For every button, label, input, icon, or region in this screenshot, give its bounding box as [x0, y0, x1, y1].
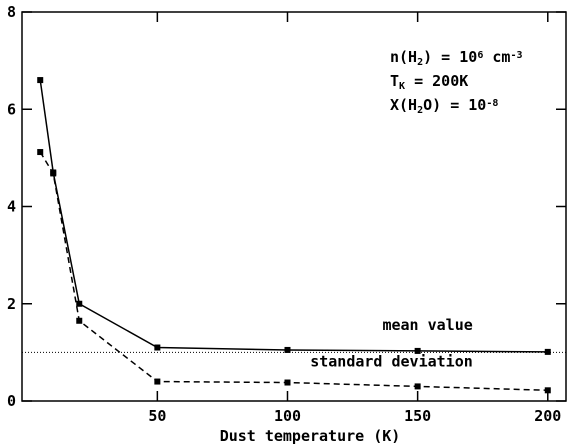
- annotation-part: O) = 10: [423, 96, 486, 114]
- annotation: TK = 200K: [390, 72, 468, 92]
- data-point: [414, 347, 421, 354]
- annotation: n(H2) = 106 cm-3: [390, 48, 522, 68]
- annotation-part: ) = 10: [423, 48, 477, 66]
- annotation-part: X(H: [390, 96, 417, 114]
- annotation-part: -8: [486, 98, 498, 109]
- annotation: X(H2O) = 10-8: [390, 96, 498, 116]
- plot-frame: [21, 11, 567, 402]
- annotation-part: n(H: [390, 48, 417, 66]
- x-tick-label: 50: [148, 407, 166, 425]
- annotation-part: K: [399, 81, 405, 92]
- annotation-part: cm: [483, 48, 510, 66]
- annotation-part: 2: [417, 57, 423, 68]
- data-point: [76, 300, 83, 307]
- data-point: [154, 344, 161, 351]
- y-tick-label: 6: [7, 100, 16, 118]
- x-tick-label: 150: [404, 407, 431, 425]
- y-tick-label: 4: [7, 198, 16, 216]
- annotation-part: = 200K: [405, 72, 468, 90]
- data-point: [154, 378, 161, 385]
- series-label: mean value: [382, 316, 472, 334]
- data-point: [544, 348, 551, 355]
- x-tick-label: 200: [534, 407, 561, 425]
- annotation-part: -3: [510, 50, 522, 61]
- data-point: [544, 387, 551, 394]
- y-tick-label: 0: [7, 392, 16, 410]
- data-point: [284, 346, 291, 353]
- x-axis-label: Dust temperature (K): [220, 427, 401, 445]
- data-point: [37, 77, 44, 84]
- y-tick-label: 8: [7, 3, 16, 21]
- data-point: [50, 170, 57, 177]
- data-point: [284, 379, 291, 386]
- data-point: [37, 149, 44, 156]
- series-line: [39, 79, 548, 353]
- data-point: [76, 317, 83, 324]
- annotation-part: 6: [477, 50, 483, 61]
- annotation-part: T: [390, 72, 399, 90]
- annotation-part: 2: [417, 105, 423, 116]
- data-point: [414, 383, 421, 390]
- x-tick-label: 100: [274, 407, 301, 425]
- y-tick-label: 2: [7, 295, 16, 313]
- series-label: standard deviation: [310, 352, 473, 370]
